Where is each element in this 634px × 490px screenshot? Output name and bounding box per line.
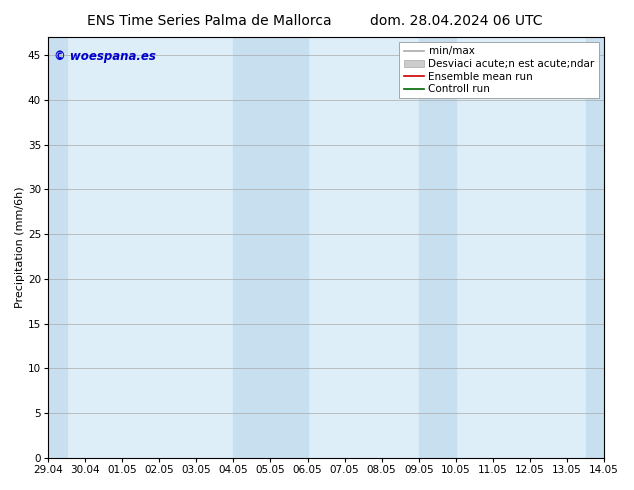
Text: © woespana.es: © woespana.es [53,49,155,63]
Y-axis label: Precipitation (mm/6h): Precipitation (mm/6h) [15,187,25,308]
Bar [233,37,307,458]
Bar [48,37,67,458]
Bar [586,37,604,458]
Bar [418,37,456,458]
Text: ENS Time Series Palma de Mallorca: ENS Time Series Palma de Mallorca [87,14,332,28]
Legend: min/max, Desviaci acute;n est acute;ndar, Ensemble mean run, Controll run: min/max, Desviaci acute;n est acute;ndar… [399,42,599,98]
Text: dom. 28.04.2024 06 UTC: dom. 28.04.2024 06 UTC [370,14,543,28]
